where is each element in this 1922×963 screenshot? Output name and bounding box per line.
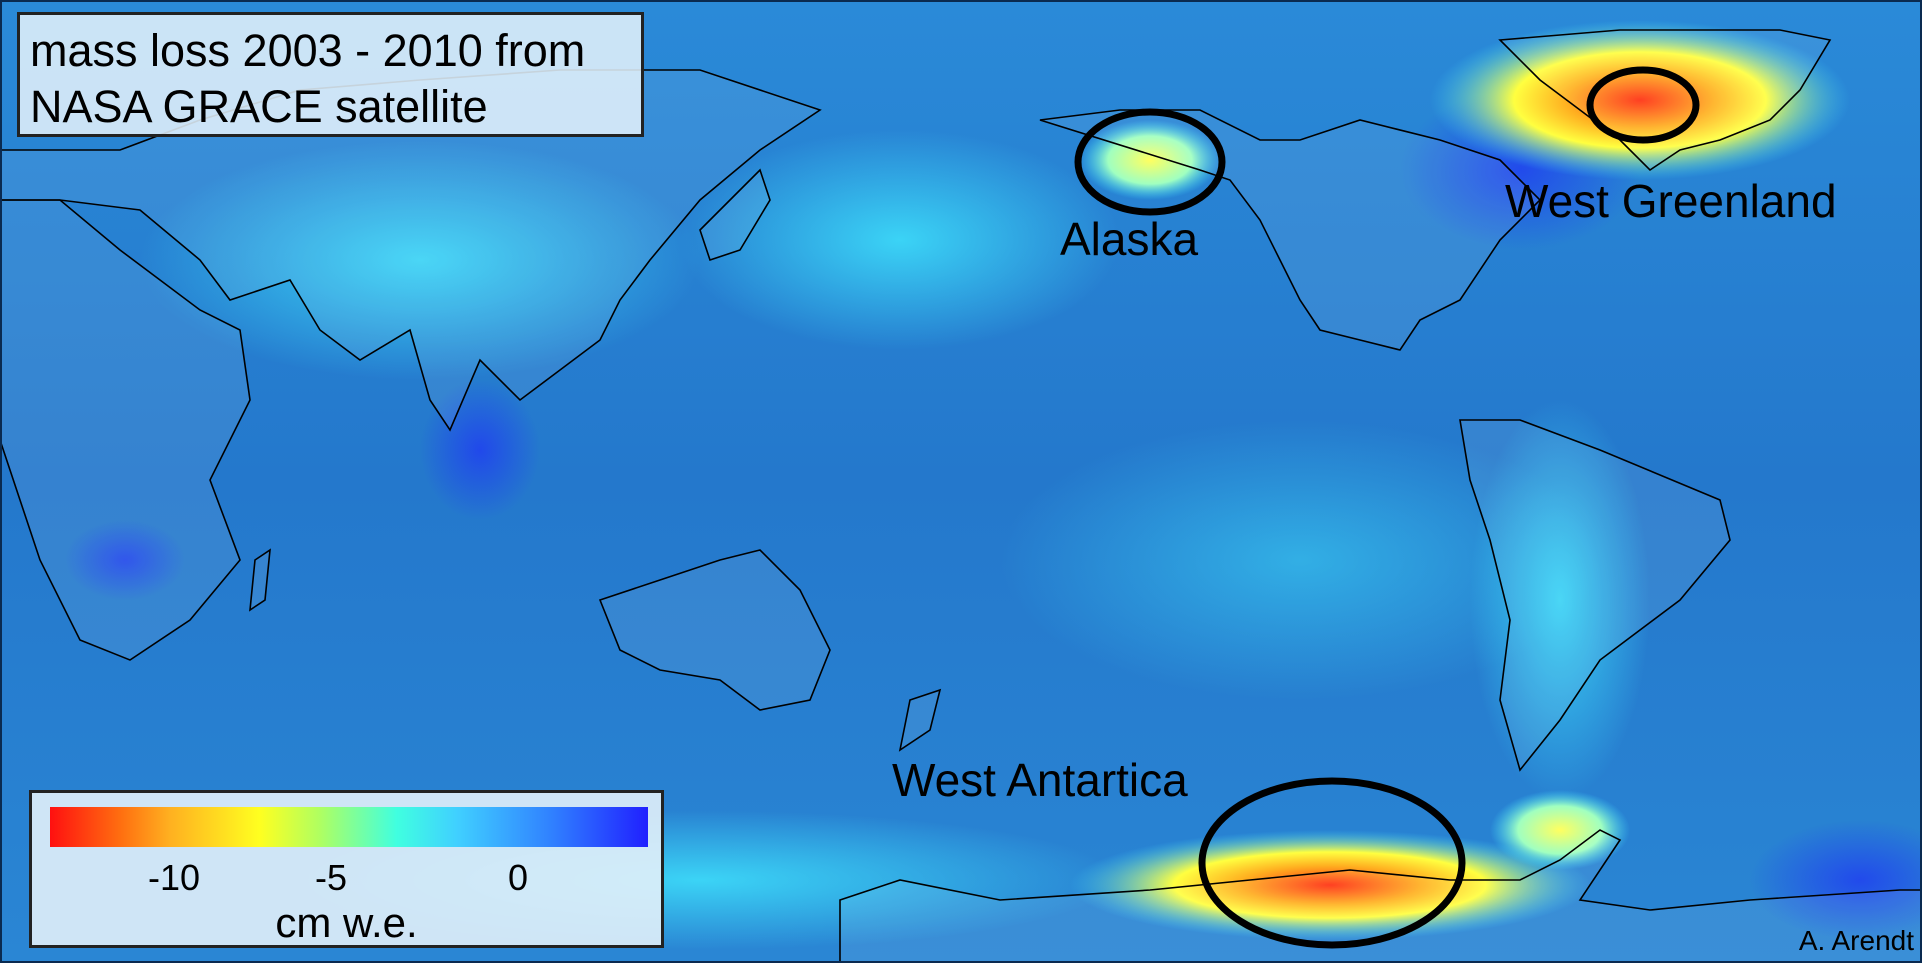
cyan-field-pacific [1000, 420, 1600, 700]
title-line-2: NASA GRACE satellite [30, 81, 488, 132]
japan-coastline [699, 168, 771, 262]
antarctica-coastline [839, 829, 1922, 963]
label-west-greenland: West Greenland [1505, 175, 1837, 227]
label-west-antarctica: West Antartica [892, 754, 1188, 806]
australia-coastline [598, 549, 831, 711]
south-america-coastline [1459, 419, 1731, 772]
deep-field-africa [65, 520, 185, 600]
peninsula-hotspot [1490, 790, 1630, 870]
greenland-coastline [1498, 29, 1832, 172]
alaska-circle [1074, 108, 1226, 216]
alaska-hotspot [1080, 120, 1220, 200]
greenland-circle [1586, 66, 1700, 144]
colorbar-legend: -10 -5 0 cm w.e. [29, 790, 664, 948]
cyan-field-southamerica [1470, 400, 1650, 800]
new-zealand-coastline [898, 688, 942, 752]
colorbar-unit: cm w.e. [275, 899, 418, 946]
africa-coastline [0, 199, 251, 661]
credit: A. Arendt [1798, 925, 1914, 956]
cyan-field-asia [140, 140, 700, 380]
title-box: mass loss 2003 - 2010 from NASA GRACE sa… [17, 12, 644, 137]
deep-field-antarctica-east [1750, 820, 1922, 940]
north-america-coastline [1039, 109, 1542, 351]
title-line-1: mass loss 2003 - 2010 from [30, 25, 586, 76]
tick-zero: 0 [508, 857, 529, 898]
tick-minus-10: -10 [148, 857, 201, 898]
deep-field-indian [420, 380, 540, 520]
tick-minus-5: -5 [315, 857, 348, 898]
coastlines [0, 29, 1922, 963]
madagascar-coastline [249, 548, 271, 612]
label-alaska: Alaska [1060, 213, 1199, 265]
greenland-hotspot [1430, 20, 1850, 180]
cyan-field-north [680, 130, 1120, 350]
antarctica-circle [1198, 777, 1466, 949]
colorbar [50, 807, 648, 847]
